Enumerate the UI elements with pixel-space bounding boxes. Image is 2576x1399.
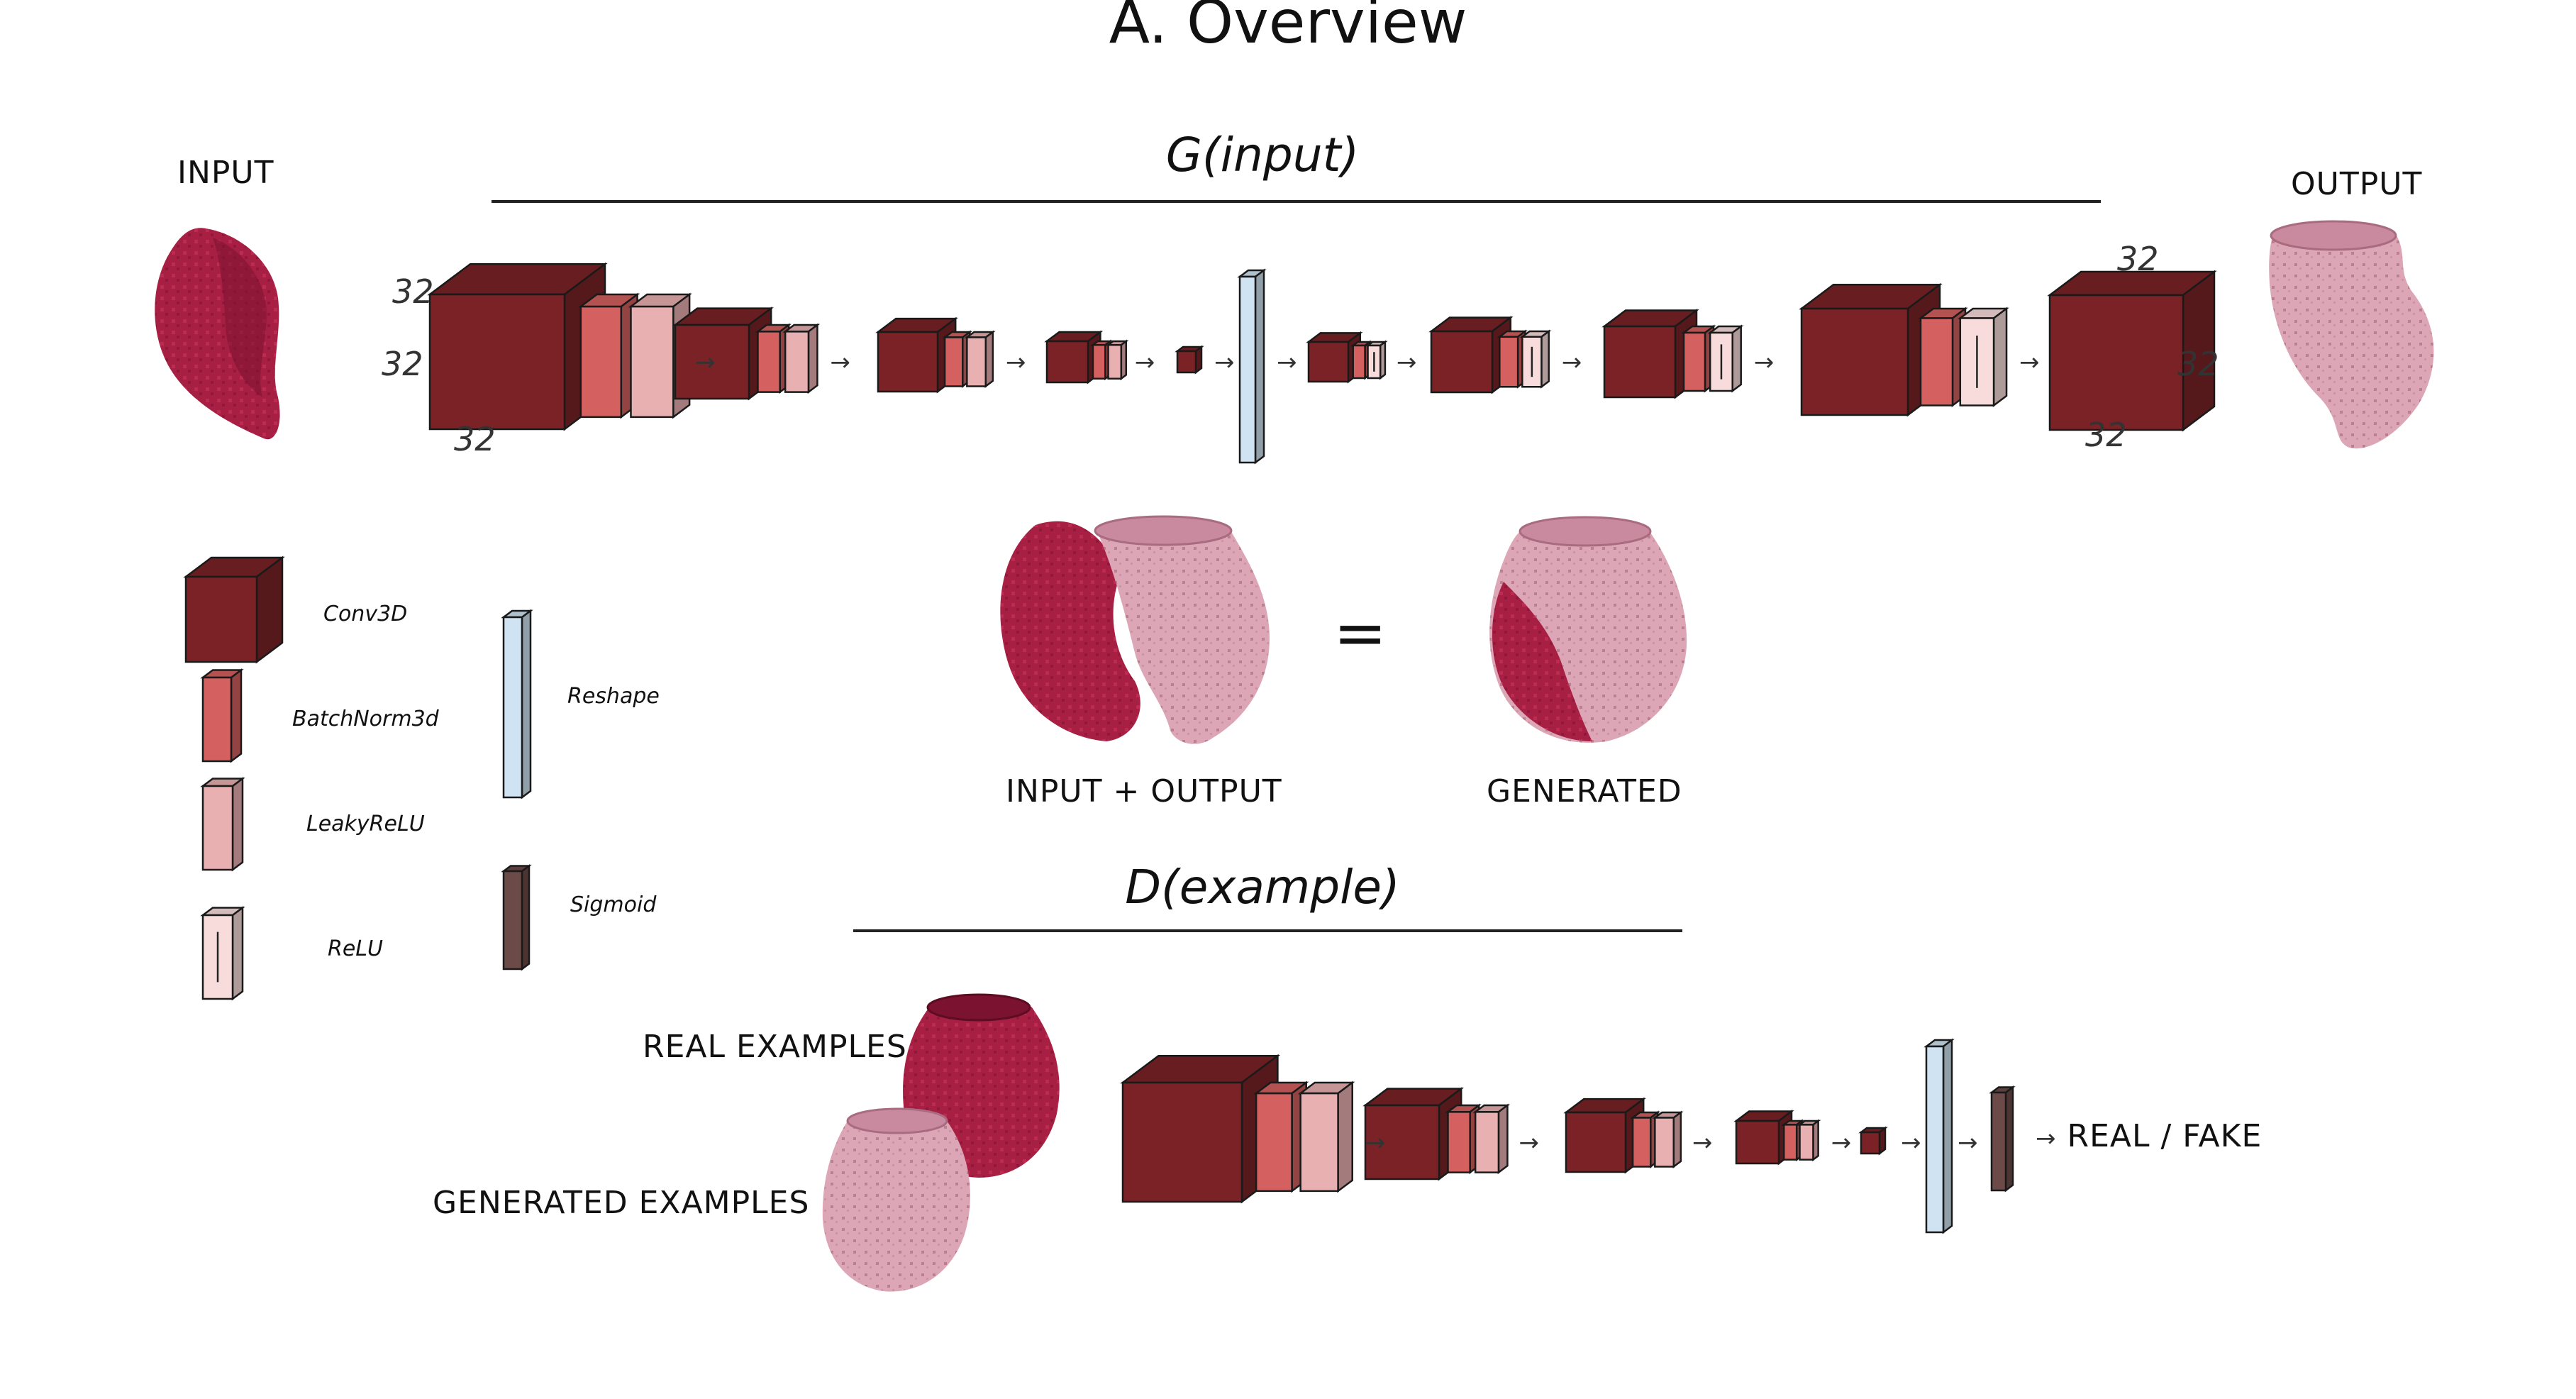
equals-sign: = bbox=[1333, 596, 1387, 670]
disc-small-conv3d bbox=[1858, 1126, 1888, 1156]
legend-batchnorm-label: BatchNorm3d bbox=[292, 707, 439, 731]
legend-sigmoid-swatch bbox=[501, 864, 532, 971]
gen-dec-4-batchnorm bbox=[1918, 306, 1968, 407]
disc-2-leaky bbox=[1472, 1103, 1511, 1175]
input-shape bbox=[155, 228, 280, 440]
input-dim-width: 32 bbox=[454, 420, 496, 458]
gen-final-conv3d bbox=[2047, 270, 2217, 432]
legend-relu-swatch bbox=[200, 906, 245, 1001]
network-layers bbox=[183, 262, 2217, 1234]
result-arrow: → bbox=[2036, 1124, 2057, 1153]
gen-enc-2-conv3d bbox=[672, 306, 774, 401]
composite-input-output bbox=[1000, 515, 1270, 744]
disc-arrow-1: → bbox=[1365, 1129, 1386, 1157]
disc-arrow-2: → bbox=[1519, 1129, 1539, 1157]
gen-enc-4-leaky bbox=[1105, 339, 1129, 381]
gen-dec-1-relu bbox=[1365, 340, 1388, 380]
discriminator-label: D(example) bbox=[1125, 860, 1400, 914]
legend-conv3d-swatch bbox=[183, 555, 285, 664]
generated-examples-label: GENERATED EXAMPLES bbox=[433, 1185, 810, 1221]
real-fake-text: REAL / FAKE bbox=[2067, 1118, 2263, 1154]
input-dim-height: 32 bbox=[382, 345, 423, 383]
gen-enc-1-conv3d bbox=[427, 262, 608, 431]
gen-arrow-4: → bbox=[1135, 348, 1155, 377]
legend-reshape-label: Reshape bbox=[567, 684, 660, 709]
gen-bottleneck-conv3d bbox=[1175, 345, 1204, 375]
disc-3-leaky bbox=[1652, 1110, 1684, 1168]
real-examples-label: REAL EXAMPLES bbox=[643, 1029, 907, 1065]
disc-1-conv3d bbox=[1120, 1054, 1281, 1204]
output-dim-depth: 32 bbox=[2117, 240, 2159, 278]
figure-title: A. Overview bbox=[1109, 0, 1467, 57]
gen-arrow-1: → bbox=[695, 348, 716, 377]
gen-arrow-3: → bbox=[1006, 348, 1026, 377]
output-label: OUTPUT bbox=[2291, 166, 2423, 202]
disc-arrow-4: → bbox=[1831, 1129, 1852, 1157]
disc-1-batchnorm bbox=[1253, 1080, 1309, 1193]
disc-sigmoid bbox=[1989, 1085, 2016, 1193]
input-plus-output-label: INPUT + OUTPUT bbox=[1006, 773, 1282, 809]
legend-batchnorm-swatch bbox=[200, 668, 244, 763]
gen-dec-2-conv3d bbox=[1428, 316, 1514, 394]
composite-generated bbox=[1489, 516, 1687, 743]
legend-leakyrelu-swatch bbox=[200, 777, 245, 872]
gen-arrow-2: → bbox=[830, 348, 850, 377]
disc-3-batchnorm bbox=[1630, 1110, 1661, 1168]
disc-arrow-3: → bbox=[1692, 1129, 1713, 1157]
input-dim-depth: 32 bbox=[392, 272, 434, 311]
gen-arrow-7: → bbox=[1397, 348, 1417, 377]
disc-reshape bbox=[1923, 1038, 1955, 1234]
network-arrows: → → → → → → → → → → → → → → → → bbox=[695, 348, 2039, 1157]
gen-dec-3-conv3d bbox=[1601, 309, 1699, 399]
gen-dec-3-relu bbox=[1707, 324, 1744, 393]
disc-3-conv3d bbox=[1563, 1097, 1646, 1174]
gen-arrow-6: → bbox=[1277, 348, 1297, 377]
gen-arrow-8: → bbox=[1562, 348, 1582, 377]
disc-1-leaky bbox=[1297, 1080, 1355, 1193]
generated-example-pot bbox=[822, 1107, 970, 1292]
output-dim-height: 32 bbox=[2177, 345, 2219, 383]
gen-dec-3-batchnorm bbox=[1681, 324, 1716, 393]
legend-conv3d-label: Conv3D bbox=[323, 602, 408, 626]
gen-dec-2-batchnorm bbox=[1497, 329, 1528, 389]
gen-enc-1-batchnorm bbox=[578, 292, 640, 419]
generated-label: GENERATED bbox=[1487, 773, 1682, 809]
gen-enc-3-batchnorm bbox=[942, 330, 973, 388]
gen-arrow-10: → bbox=[2019, 348, 2040, 377]
legend-relu-label: ReLU bbox=[328, 936, 383, 961]
gen-dec-2-relu bbox=[1519, 329, 1552, 389]
legend-reshape-swatch bbox=[501, 609, 533, 800]
gen-enc-2-leaky bbox=[782, 323, 821, 394]
output-shape bbox=[2269, 220, 2434, 449]
gen-enc-2-batchnorm bbox=[755, 323, 792, 394]
gen-enc-3-leaky bbox=[964, 330, 996, 388]
real-fake-output-label: → REAL / FAKE bbox=[2036, 1118, 2262, 1154]
gen-dec-4-conv3d bbox=[1799, 282, 1943, 417]
legend-leakyrelu-label: LeakyReLU bbox=[306, 812, 425, 836]
legend-sigmoid-label: Sigmoid bbox=[570, 892, 657, 917]
gen-reshape bbox=[1237, 268, 1267, 465]
disc-2-batchnorm bbox=[1445, 1103, 1482, 1175]
gen-arrow-5: → bbox=[1214, 348, 1235, 377]
generator-label: G(input) bbox=[1165, 128, 1360, 182]
disc-4-leaky bbox=[1797, 1119, 1821, 1162]
disc-arrow-6: → bbox=[1958, 1129, 1978, 1157]
disc-arrow-5: → bbox=[1901, 1129, 1921, 1157]
gen-dec-4-relu bbox=[1958, 306, 2009, 407]
input-label: INPUT bbox=[177, 155, 274, 191]
gen-enc-3-conv3d bbox=[875, 316, 958, 394]
output-dim-width: 32 bbox=[2085, 416, 2127, 454]
gen-arrow-9: → bbox=[1754, 348, 1775, 377]
